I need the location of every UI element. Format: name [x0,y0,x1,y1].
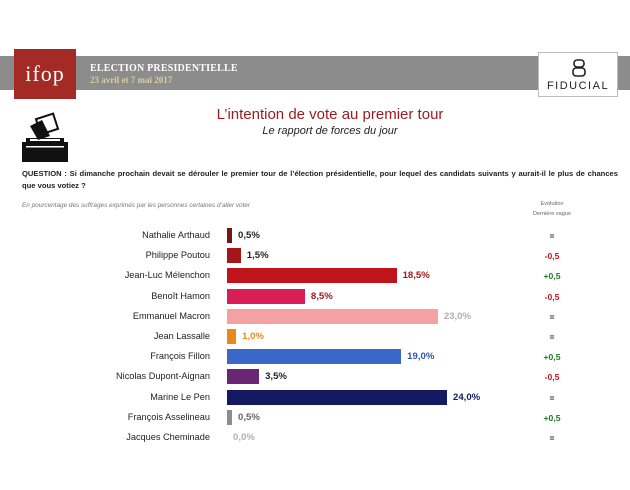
fiducial-mark-icon [572,59,586,77]
survey-note: En pourcentage des suffrages exprimés pa… [22,202,251,209]
candidate-label: Emmanuel Macron [132,310,210,321]
bar-value-label: 19,0% [407,351,435,363]
vote-bar [227,288,305,304]
evolution-value: -0,5 [544,291,560,302]
candidate-label: Jean Lassalle [153,331,210,341]
bar-value-label: 0,0% [233,432,255,443]
evolution-value: = [549,332,555,342]
vote-bar [227,228,232,243]
ballot-box-icon [22,112,68,162]
bar-value-label: 0,5% [238,230,260,241]
evolution-value: +0,5 [543,271,561,282]
bar-value-label: 3,5% [265,371,287,383]
candidate-label: Philippe Poutou [145,250,210,261]
vote-bar [227,329,237,344]
chart-title: L’intention de vote au premier tour [216,106,444,123]
evolution-value: = [549,311,555,322]
evolution-value: = [549,392,555,403]
candidate-label: François Asselineau [127,411,210,422]
candidate-label: Jean-Luc Mélenchon [124,270,210,281]
bar-value-label: 1,5% [246,250,269,262]
candidate-label: Nathalie Arthaud [142,230,210,240]
evolution-value: = [549,231,555,241]
evolution-header-line2: Dernière vague [532,211,572,217]
bar-value-label: 0,5% [238,411,260,423]
evolution-value: +0,5 [543,352,561,363]
evolution-value: -0,5 [544,372,560,383]
evolution-header: Evolution Dernière vague [522,199,582,219]
vote-bar [227,409,232,425]
bar-value-label: 23,0% [443,310,472,322]
candidate-label: Benoît Hamon [151,290,210,301]
ifop-logo: ifop [14,49,76,99]
bar-value-label: 18,5% [402,270,430,282]
evolution-value: -0,5 [544,251,560,262]
evolution-header-line1: Evolution [540,201,564,207]
bar-value-label: 24,0% [453,391,481,403]
candidate-label: Jacques Cheminade [126,432,210,442]
chart-subtitle: Le rapport de forces du jour [262,125,398,137]
candidate-label: François Fillon [150,351,210,362]
bar-value-label: 8,5% [310,290,333,302]
vote-bar [227,248,241,264]
fiducial-logo: FIDUCIAL [538,52,618,97]
survey-question: QUESTION : Si dimanche prochain devait s… [22,169,618,190]
vote-bar [227,389,447,405]
bar-value-label: 1,0% [242,331,265,342]
candidate-label: Marine Le Pen [150,391,210,402]
evolution-value: +0,5 [543,412,561,423]
vote-bar [227,308,438,324]
vote-bar [227,349,402,365]
header-band [0,56,630,90]
election-dates: 23 avril et 7 mai 2017 [90,75,173,85]
vote-bar [227,268,397,284]
fiducial-name: FIDUCIAL [546,80,610,92]
evolution-value: = [549,433,555,443]
candidate-label: Nicolas Dupont-Aignan [116,371,210,382]
vote-bar [227,369,260,385]
election-title: ELECTION PRESIDENTIELLE [90,63,238,74]
